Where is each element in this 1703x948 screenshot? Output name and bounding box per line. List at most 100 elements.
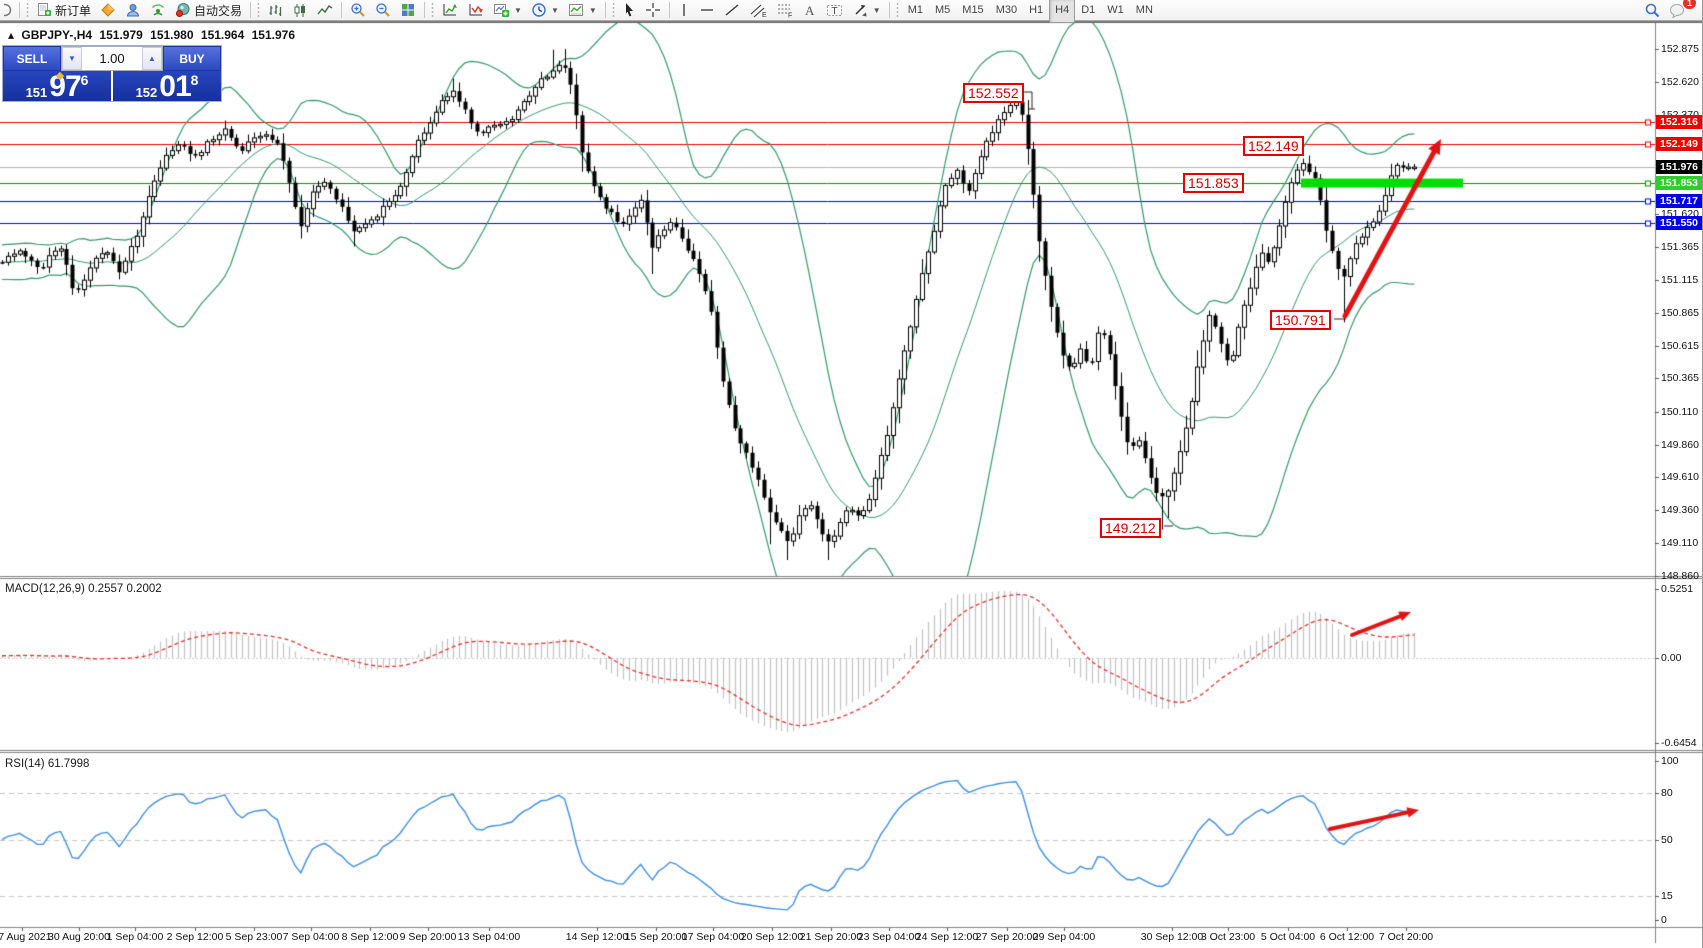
price-callout-151.853[interactable]: 151.853 bbox=[1183, 173, 1244, 193]
new-chart-button[interactable]: ▼ bbox=[489, 0, 526, 21]
rsi-label: RSI(14) 61.7998 bbox=[5, 758, 90, 770]
price-tick-label: 148.860 bbox=[1661, 569, 1699, 582]
time-label: 13 Sep 04:00 bbox=[457, 931, 521, 943]
timeframe-m1-button[interactable]: M1 bbox=[907, 4, 923, 16]
price-callout-150.791[interactable]: 150.791 bbox=[1270, 310, 1331, 330]
macd-label: MACD(12,26,9) 0.2557 0.2002 bbox=[5, 583, 162, 595]
metaquotes-button[interactable] bbox=[96, 0, 120, 21]
time-label: 8 Sep 12:00 bbox=[341, 931, 399, 943]
chat-button[interactable]: 1 bbox=[1665, 0, 1696, 21]
buy-price-major: 152 bbox=[135, 85, 158, 100]
rsi-tick-label: 80 bbox=[1661, 786, 1673, 799]
line-chart-icon bbox=[317, 4, 333, 14]
low-value: 151.964 bbox=[200, 28, 245, 42]
time-label: 21 Sep 20:00 bbox=[799, 931, 863, 943]
zoom-in-button[interactable] bbox=[346, 0, 370, 21]
horizontal-line-button[interactable] bbox=[695, 0, 719, 21]
new-order-button[interactable]: 新订单 bbox=[32, 0, 95, 21]
trendline-button[interactable] bbox=[720, 0, 744, 21]
buy-price-point: 8 bbox=[190, 72, 199, 88]
timeframe-m15-button[interactable]: M15 bbox=[962, 4, 984, 16]
partial-toolbar-icon[interactable] bbox=[2, 0, 15, 21]
lot-decrease-button[interactable]: ▼ bbox=[62, 47, 82, 70]
timeframe-w1-button[interactable]: W1 bbox=[1107, 4, 1124, 16]
cursor-button[interactable] bbox=[618, 0, 640, 21]
timeframe-d1-button[interactable]: D1 bbox=[1081, 4, 1096, 16]
crosshair-button[interactable] bbox=[641, 0, 665, 21]
time-label: 29 Sep 04:00 bbox=[1032, 931, 1096, 943]
timeframe-m5-button[interactable]: M5 bbox=[935, 4, 951, 16]
autotrading-icon bbox=[176, 3, 190, 17]
tile-windows-button[interactable] bbox=[396, 0, 420, 21]
candlestick-chart-button[interactable] bbox=[288, 0, 312, 21]
zoom-out-button[interactable] bbox=[371, 0, 395, 21]
price-callout-152.552[interactable]: 152.552 bbox=[963, 83, 1024, 103]
lot-increase-button[interactable]: ▲ bbox=[142, 47, 162, 70]
equidistant-channel-button[interactable]: E bbox=[745, 0, 771, 21]
search-button[interactable] bbox=[1640, 0, 1665, 21]
sell-button[interactable]: SELL bbox=[3, 46, 61, 71]
price-tick-label: 149.610 bbox=[1661, 471, 1699, 484]
sell-price-pips: 97 bbox=[49, 70, 81, 103]
text-a-icon: A bbox=[805, 3, 815, 18]
indicators-button[interactable] bbox=[437, 0, 462, 21]
collapse-marker[interactable]: ▴ bbox=[8, 28, 15, 42]
close-value: 151.976 bbox=[251, 28, 296, 42]
symbol-period-label: GBPJPY-,H4 bbox=[21, 28, 93, 42]
arrows-menu-caret: ▼ bbox=[872, 5, 881, 15]
search-icon bbox=[1645, 3, 1660, 17]
time-label: 27 Aug 2021 bbox=[0, 931, 52, 943]
lot-spinner: ▼ 1.00 ▲ bbox=[61, 46, 163, 71]
text-label-button[interactable]: T bbox=[822, 0, 848, 21]
svg-text:T: T bbox=[831, 6, 837, 17]
main-toolbar: 新订单 自动交易 bbox=[0, 0, 1702, 23]
timeframe-m30-button[interactable]: M30 bbox=[995, 4, 1018, 16]
price-tag-151.550: 151.550 bbox=[1656, 215, 1702, 230]
macd-tick-label: 0.5251 bbox=[1661, 583, 1694, 595]
line-chart-button[interactable] bbox=[313, 0, 337, 21]
macd-tick-label: -0.6454 bbox=[1661, 736, 1697, 749]
period-button[interactable]: ▼ bbox=[527, 0, 563, 21]
time-label: 23 Sep 04:00 bbox=[857, 931, 921, 943]
buy-price-display[interactable]: 152 01 8 bbox=[113, 71, 221, 102]
svg-text:A: A bbox=[805, 3, 815, 18]
clock-icon bbox=[532, 3, 546, 17]
time-label: 9 Sep 20:00 bbox=[399, 931, 457, 943]
template-button[interactable]: ▼ bbox=[564, 0, 601, 21]
price-tag-152.316: 152.316 bbox=[1656, 115, 1702, 130]
time-label: 27 Sep 20:00 bbox=[975, 931, 1039, 943]
text-label-icon: T bbox=[826, 5, 842, 17]
timeframe-h4-button[interactable]: H4 bbox=[1049, 0, 1076, 23]
fibonacci-icon: F bbox=[777, 4, 792, 18]
vertical-line-button[interactable] bbox=[674, 0, 694, 21]
template-icon bbox=[568, 4, 583, 16]
lot-value[interactable]: 1.00 bbox=[99, 51, 125, 66]
bar-chart-button[interactable] bbox=[263, 0, 287, 21]
signals-button[interactable] bbox=[146, 0, 170, 21]
price-callout-152.149[interactable]: 152.149 bbox=[1243, 136, 1304, 156]
channel-icon: E bbox=[750, 4, 767, 18]
time-label: 15 Sep 20:00 bbox=[624, 931, 688, 943]
time-label: 24 Sep 12:00 bbox=[915, 931, 979, 943]
price-tick-label: 152.875 bbox=[1661, 43, 1699, 55]
buy-button[interactable]: BUY bbox=[163, 46, 221, 71]
rsi-tick-label: 0 bbox=[1661, 914, 1667, 926]
zoom-out-icon bbox=[376, 3, 390, 17]
timeframe-mn-button[interactable]: MN bbox=[1135, 4, 1153, 16]
indicator-window-button[interactable] bbox=[463, 0, 488, 21]
arrows-shape-icon bbox=[855, 5, 867, 17]
text-button[interactable]: A bbox=[799, 0, 821, 21]
price-callout-149.212[interactable]: 149.212 bbox=[1100, 518, 1161, 538]
autotrading-button[interactable]: 自动交易 bbox=[171, 0, 246, 21]
chat-badge: 1 bbox=[1682, 0, 1696, 9]
community-button[interactable] bbox=[121, 0, 145, 21]
fibonacci-button[interactable]: F bbox=[772, 0, 798, 21]
arrows-menu-button[interactable]: ▼ bbox=[849, 0, 885, 21]
timeframe-h1-button[interactable]: H1 bbox=[1029, 4, 1044, 16]
chart-title: ▴ GBPJPY-,H4 151.979 151.980 151.964 151… bbox=[8, 28, 299, 42]
sell-price-display[interactable]: 151 97 6 bbox=[3, 70, 111, 103]
price-tag-151.976: 151.976 bbox=[1656, 159, 1702, 174]
price-tick-label: 151.115 bbox=[1661, 273, 1699, 286]
template-caret: ▼ bbox=[588, 5, 597, 15]
